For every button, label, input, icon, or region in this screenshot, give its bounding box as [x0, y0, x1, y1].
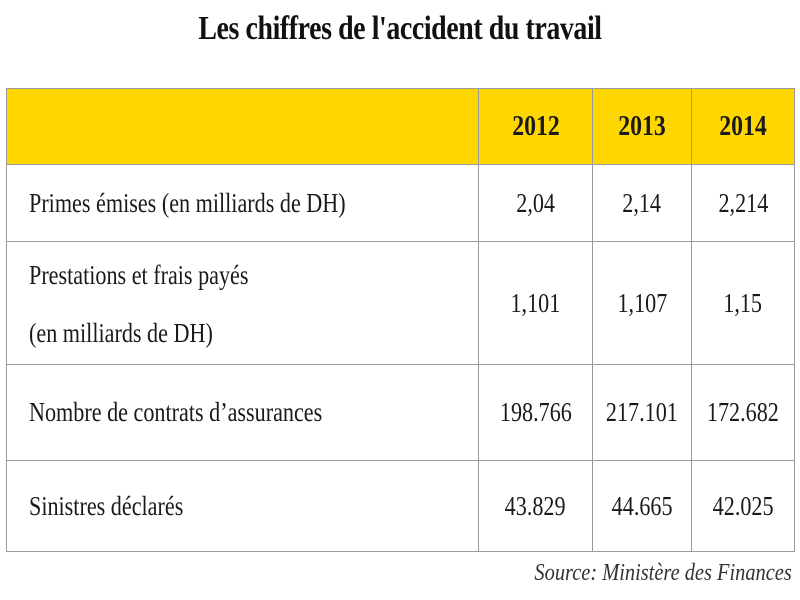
table-row: Prestations et frais payés (en milliards… [6, 241, 795, 365]
table-cell: 42.025 [691, 460, 795, 552]
table-cell: 1,107 [592, 241, 692, 365]
table-row: Nombre de contrats d’assurances 198.766 … [6, 364, 795, 461]
table-cell: 1,101 [478, 241, 593, 365]
table-row: Primes émises (en milliards de DH) 2,04 … [6, 164, 795, 242]
table-cell: 2,04 [478, 164, 593, 242]
header-row: 2012 2013 2014 [6, 88, 795, 165]
row-label-contrats: Nombre de contrats d’assurances [6, 364, 479, 461]
year-header-2014: 2014 [691, 88, 795, 165]
table-cell: 2,214 [691, 164, 795, 242]
table-cell: 43.829 [478, 460, 593, 552]
table-cell: 2,14 [592, 164, 692, 242]
year-header-2013: 2013 [592, 88, 692, 165]
table-cell: 44.665 [592, 460, 692, 552]
row-label-prestations: Prestations et frais payés (en milliards… [6, 241, 479, 365]
year-header-2012: 2012 [478, 88, 593, 165]
page-title: Les chiffres de l'accident du travail [198, 10, 602, 47]
source-note: Source: Ministère des Finances [534, 560, 792, 586]
table-cell: 172.682 [691, 364, 795, 461]
row-label-sinistres: Sinistres déclarés [6, 460, 479, 552]
table-row: Sinistres déclarés 43.829 44.665 42.025 [6, 460, 795, 552]
table-cell: 1,15 [691, 241, 795, 365]
table-cell: 217.101 [592, 364, 692, 461]
table-cell: 198.766 [478, 364, 593, 461]
header-empty-cell [6, 88, 479, 165]
row-label-primes: Primes émises (en milliards de DH) [6, 164, 479, 242]
data-table: 2012 2013 2014 Primes émises (en milliar… [6, 88, 795, 552]
